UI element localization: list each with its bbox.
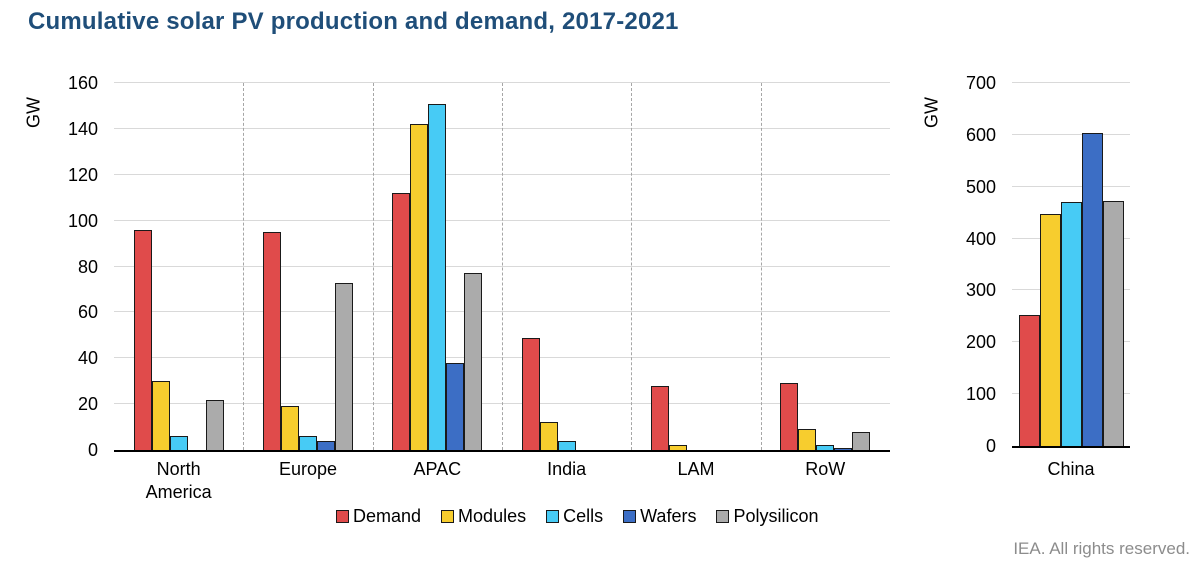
bar-group-apac xyxy=(373,83,502,450)
bar-group-china xyxy=(1012,83,1130,446)
y-tick-label-200: 200 xyxy=(965,332,996,353)
legend: Demand Modules Cells Wafers Polysilicon xyxy=(336,506,819,527)
y-tick-label-500: 500 xyxy=(965,176,996,197)
legend-label-demand: Demand xyxy=(353,506,422,526)
bar-cells-apac xyxy=(428,103,447,450)
x-label-apac: APAC xyxy=(413,459,462,479)
bar-demand-north-america xyxy=(133,229,152,450)
x-label-row: RoW xyxy=(805,459,846,479)
bar-polysilicon-europe xyxy=(334,282,353,450)
legend-swatch-wafers xyxy=(623,510,637,523)
legend-label-modules: Modules xyxy=(458,506,527,526)
gridline-600 xyxy=(1012,133,1130,135)
bar-demand-lam xyxy=(650,385,669,450)
bar-cells-europe xyxy=(298,436,317,450)
gridline-500 xyxy=(1012,185,1130,187)
y-tick-label-20: 20 xyxy=(77,394,98,415)
bar-group-europe xyxy=(243,83,372,450)
y-tick-label-60: 60 xyxy=(77,302,98,323)
bar-modules-row xyxy=(798,429,817,450)
gridline-700 xyxy=(1012,82,1130,83)
bar-demand-apac xyxy=(392,193,411,450)
legend-swatch-cells xyxy=(546,510,560,523)
category-separator xyxy=(502,83,503,450)
y-axis-right: 0 100 200 300 400 500 600 700 xyxy=(938,74,996,455)
legend-swatch-demand xyxy=(336,510,349,523)
legend-swatch-modules xyxy=(441,510,455,523)
bar-polysilicon-row xyxy=(852,431,871,450)
y-tick-label-160: 160 xyxy=(67,73,98,93)
legend-label-wafers: Wafers xyxy=(640,506,697,526)
y-tick-label-700: 700 xyxy=(965,73,996,93)
bar-demand-row xyxy=(780,383,799,450)
y-tick-label-140: 140 xyxy=(67,118,98,139)
y-tick-label-40: 40 xyxy=(77,348,98,369)
category-separator xyxy=(631,83,633,450)
y-tick-label-80: 80 xyxy=(77,256,98,277)
bar-cells-china xyxy=(1060,201,1082,446)
y-tick-label-300: 300 xyxy=(965,280,996,301)
y-tick-label-400: 400 xyxy=(965,228,996,249)
bar-wafers-row xyxy=(834,447,853,450)
bar-wafers-apac xyxy=(446,362,465,450)
legend-label-cells: Cells xyxy=(563,506,604,526)
bar-demand-europe xyxy=(262,232,281,450)
legend-item-demand: Demand xyxy=(336,506,421,527)
gridline-160 xyxy=(114,82,890,83)
x-label-lam: LAM xyxy=(677,459,715,479)
bar-groups xyxy=(1012,83,1130,446)
bar-group-north-america xyxy=(114,83,243,450)
legend-label-polysilicon: Polysilicon xyxy=(733,506,819,526)
legend-item-wafers: Wafers xyxy=(623,506,696,527)
bar-group-india xyxy=(502,83,631,450)
y-tick-label-100: 100 xyxy=(965,384,996,405)
bar-modules-india xyxy=(539,422,558,450)
y-tick-label-100: 100 xyxy=(67,210,98,231)
bar-cells-india xyxy=(557,440,576,450)
bar-modules-north-america xyxy=(151,381,170,450)
legend-item-modules: Modules xyxy=(441,506,526,527)
bar-group-lam xyxy=(631,83,760,450)
bar-groups xyxy=(114,83,890,450)
bar-wafers-china xyxy=(1081,132,1103,446)
y-tick-label-0: 0 xyxy=(985,436,996,456)
bar-wafers-europe xyxy=(316,440,335,450)
y-tick-label-120: 120 xyxy=(67,164,98,185)
bar-modules-apac xyxy=(410,124,429,450)
x-axis-right: China xyxy=(1012,458,1130,481)
bar-polysilicon-apac xyxy=(464,273,483,450)
legend-item-polysilicon: Polysilicon xyxy=(716,506,819,527)
bar-cells-row xyxy=(816,445,835,450)
category-separator xyxy=(372,83,374,450)
bar-cells-north-america xyxy=(169,436,188,450)
bar-demand-china xyxy=(1018,314,1040,446)
bar-modules-china xyxy=(1039,214,1061,446)
x-label-north-america: North America xyxy=(145,459,212,503)
x-label-china: China xyxy=(1047,459,1095,479)
x-label-europe: Europe xyxy=(278,459,338,479)
plot-area-left xyxy=(114,82,890,452)
category-separator xyxy=(243,83,245,450)
x-label-india: India xyxy=(547,459,587,479)
bar-modules-europe xyxy=(280,406,299,450)
bar-polysilicon-north-america xyxy=(205,399,224,450)
y-tick-label-0: 0 xyxy=(87,440,98,460)
page-title: Cumulative solar PV production and deman… xyxy=(28,8,679,35)
plot-area-right xyxy=(1012,82,1130,448)
y-axis-left: 0 20 40 60 80 100 120 140 160 xyxy=(40,74,98,459)
bar-modules-lam xyxy=(668,445,687,450)
x-axis-left: North America Europe APAC India LAM RoW xyxy=(114,458,890,505)
legend-swatch-polysilicon xyxy=(716,510,730,523)
y-tick-label-600: 600 xyxy=(965,124,996,145)
copyright-text: IEA. All rights reserved. xyxy=(1013,539,1190,558)
bar-group-row xyxy=(761,83,890,450)
bar-polysilicon-china xyxy=(1102,200,1124,446)
category-separator xyxy=(760,83,762,450)
legend-item-cells: Cells xyxy=(546,506,603,527)
bar-demand-india xyxy=(521,337,540,450)
